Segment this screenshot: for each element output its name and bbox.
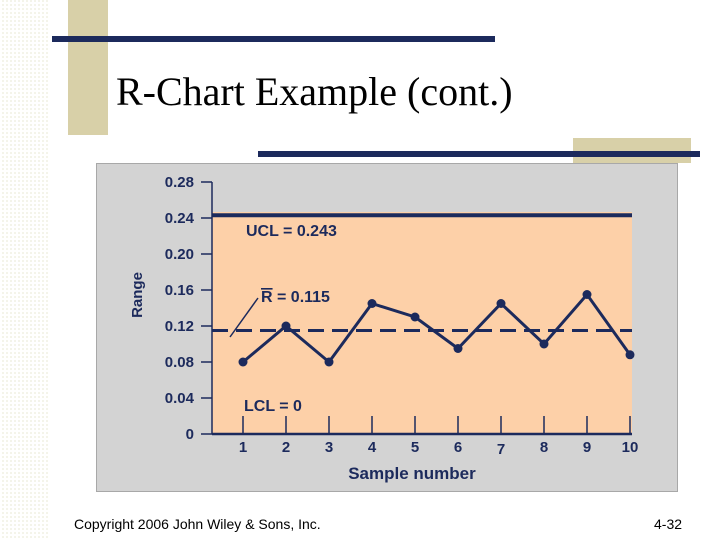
data-point [539, 339, 549, 349]
y-tick-label: 0 [186, 426, 194, 443]
x-ticks: 1 2 3 4 5 6 7 8 9 10 [239, 416, 639, 458]
data-point [238, 357, 248, 367]
y-tick-label: 0.20 [165, 246, 194, 263]
reference-lines [212, 213, 632, 436]
x-tick-label: 6 [454, 439, 462, 456]
lcl-label: LCL = 0 [244, 398, 302, 415]
y-tick-label: 0.08 [165, 354, 194, 371]
chart-accent-bar [258, 151, 700, 157]
x-tick-label: 1 [239, 439, 247, 456]
x-tick-label: 3 [325, 439, 333, 456]
x-tick-label: 8 [540, 439, 548, 456]
rbar-value: = 0.115 [273, 289, 330, 306]
y-axis-label: Range [129, 272, 146, 318]
title-accent-bar [52, 36, 495, 42]
y-tick-label: 0.04 [165, 390, 195, 407]
x-tick-label: 4 [368, 439, 377, 456]
rbar-symbol: R [261, 289, 273, 306]
copyright-text: Copyright 2006 John Wiley & Sons, Inc. [74, 516, 321, 532]
data-point [410, 312, 420, 322]
x-tick-label: 2 [282, 439, 290, 456]
slide-title: R-Chart Example (cont.) [116, 69, 513, 114]
ucl-label: UCL = 0.243 [246, 223, 337, 240]
data-point [324, 357, 334, 367]
checker-pattern-decoration [0, 0, 50, 540]
data-point [582, 290, 592, 299]
data-point [367, 299, 377, 308]
data-point [281, 321, 291, 331]
data-point [625, 350, 635, 360]
page-number: 4-32 [654, 516, 683, 532]
rbar-label: R = 0.115 [261, 289, 330, 306]
y-tick-label: 0.24 [165, 210, 195, 227]
range-series [238, 290, 635, 367]
rbar-pointer-line [229, 297, 259, 338]
y-ticks: 0.28 0.24 0.20 0.16 0.12 0.08 0.04 0 [165, 174, 212, 443]
y-tick-label: 0.28 [165, 174, 194, 191]
x-tick-label: 10 [622, 439, 639, 456]
series-line [242, 292, 632, 365]
y-tick-label: 0.12 [165, 318, 194, 335]
tan-block-decoration [68, 0, 108, 135]
tan-block-decoration-right [573, 138, 691, 163]
data-point [453, 344, 463, 353]
data-point [496, 299, 506, 308]
x-axis-label: Sample number [348, 464, 476, 483]
x-tick-label: 9 [583, 439, 591, 456]
y-tick-label: 0.16 [165, 282, 194, 299]
x-tick-label: 7 [497, 441, 505, 458]
x-tick-label: 5 [411, 439, 419, 456]
